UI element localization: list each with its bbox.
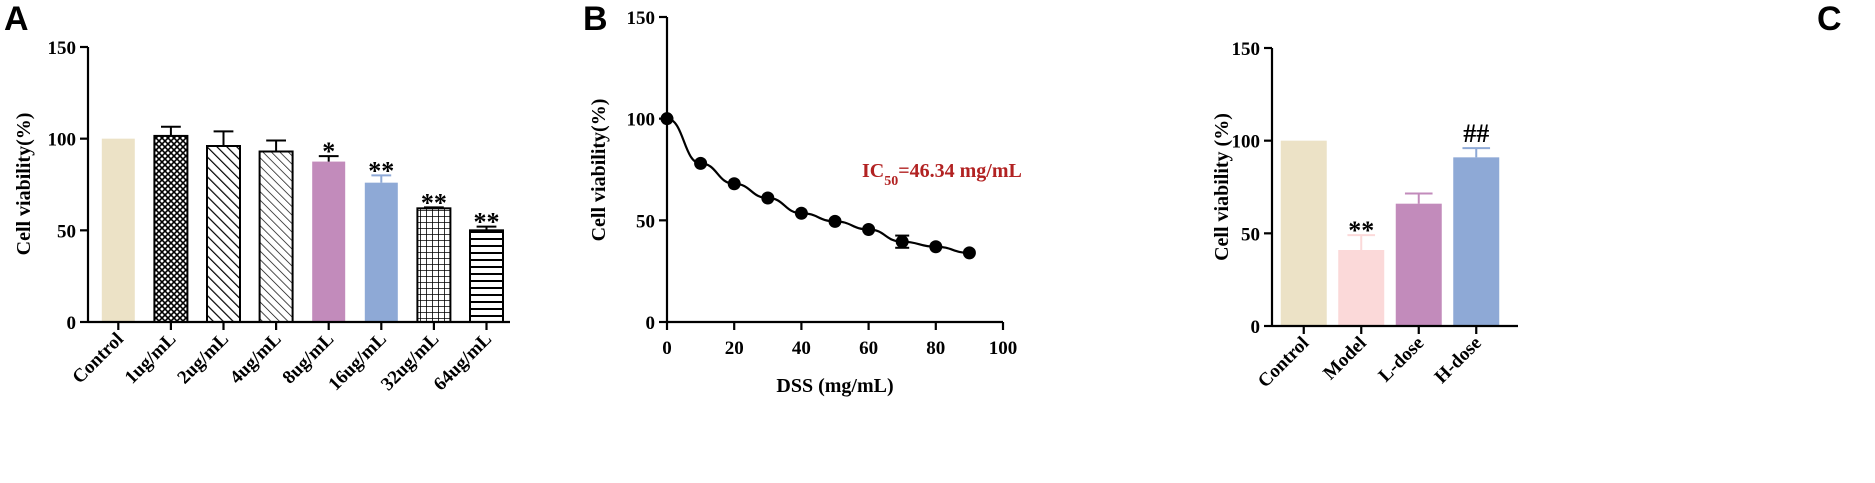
y-tick-label: 0 <box>67 313 77 334</box>
data-point <box>828 214 842 228</box>
bar <box>101 138 135 322</box>
y-tick-label: 0 <box>646 313 656 334</box>
significance-mark: ## <box>1463 119 1489 148</box>
x-tick-label: 40 <box>792 338 811 359</box>
bar <box>1338 250 1385 326</box>
y-tick-label: 150 <box>627 8 656 29</box>
x-tick-label: 100 <box>989 338 1018 359</box>
bar <box>1395 203 1442 326</box>
x-tick-label: 4ug/mL <box>226 329 286 389</box>
data-point <box>761 191 775 205</box>
y-tick-label: 50 <box>1241 224 1260 245</box>
data-point <box>895 235 909 249</box>
x-tick-label: Control <box>1254 333 1313 392</box>
significance-mark: ** <box>421 188 447 217</box>
y-tick-label: 50 <box>57 221 76 242</box>
significance-mark: ** <box>1348 216 1374 245</box>
bar <box>258 150 294 323</box>
bar <box>206 145 241 323</box>
y-tick-label: 150 <box>48 38 77 59</box>
y-tick-label: 150 <box>1232 39 1261 60</box>
x-tick-label: Control <box>68 329 127 388</box>
data-point <box>794 206 808 220</box>
panel-a: AControl1ug/mL2ug/mL4ug/mL*8ug/mL**16ug/… <box>4 0 510 395</box>
panel-letter: B <box>583 0 608 38</box>
series-line <box>666 117 970 254</box>
x-tick-label: 2ug/mL <box>173 329 233 389</box>
x-tick-label: 20 <box>725 338 744 359</box>
bar <box>364 182 398 322</box>
data-point <box>660 112 674 126</box>
x-tick-label: 0 <box>662 338 672 359</box>
significance-mark: * <box>322 137 335 166</box>
data-point <box>962 246 976 260</box>
y-tick-label: 0 <box>1251 317 1261 338</box>
bar <box>153 134 189 323</box>
ic50-annotation: IC50=46.34 mg/mL <box>862 160 1022 189</box>
y-axis-title: Cell viability(%) <box>13 113 35 256</box>
bar <box>1453 157 1500 326</box>
ic50-rest: =46.34 mg/mL <box>898 160 1022 182</box>
x-tick-label: L-dose <box>1375 333 1429 387</box>
y-axis-title: Cell viability (%) <box>1211 113 1233 261</box>
panel-letter: A <box>4 0 29 38</box>
data-point <box>929 240 943 254</box>
y-axis-title: Cell viability(%) <box>588 99 610 242</box>
x-tick-label: 64ug/mL <box>430 329 496 395</box>
y-tick-label: 50 <box>636 211 655 232</box>
y-tick-label: 100 <box>1232 132 1261 153</box>
x-tick-label: 1ug/mL <box>121 329 181 389</box>
y-tick-label: 100 <box>48 130 77 151</box>
x-tick-label: H-dose <box>1431 333 1486 388</box>
bar <box>1280 140 1327 326</box>
significance-mark: ** <box>474 208 500 237</box>
ic50-sub: 50 <box>884 174 898 189</box>
x-tick-label: 80 <box>926 338 945 359</box>
data-point <box>727 177 741 191</box>
ic50-main: IC <box>862 160 884 182</box>
bar <box>469 229 504 323</box>
data-point <box>694 156 708 170</box>
x-tick-label: 60 <box>859 338 878 359</box>
panel-letter: C <box>1817 0 1842 38</box>
data-point <box>862 222 876 236</box>
y-tick-label: 100 <box>627 110 656 131</box>
x-tick-label: Model <box>1319 333 1370 384</box>
bar <box>312 161 346 322</box>
significance-mark: ** <box>368 156 394 185</box>
panel-b: B 0 20 40 60 80 100 0 50 100 150 Cell viability(%) D… <box>583 0 1022 397</box>
x-axis-title: DSS (mg/mL) <box>776 375 893 397</box>
panel-c: C Control ** Model L-dose ## H-dose 0 50 100 150 Ce… <box>1211 0 1842 392</box>
bar <box>416 207 452 323</box>
